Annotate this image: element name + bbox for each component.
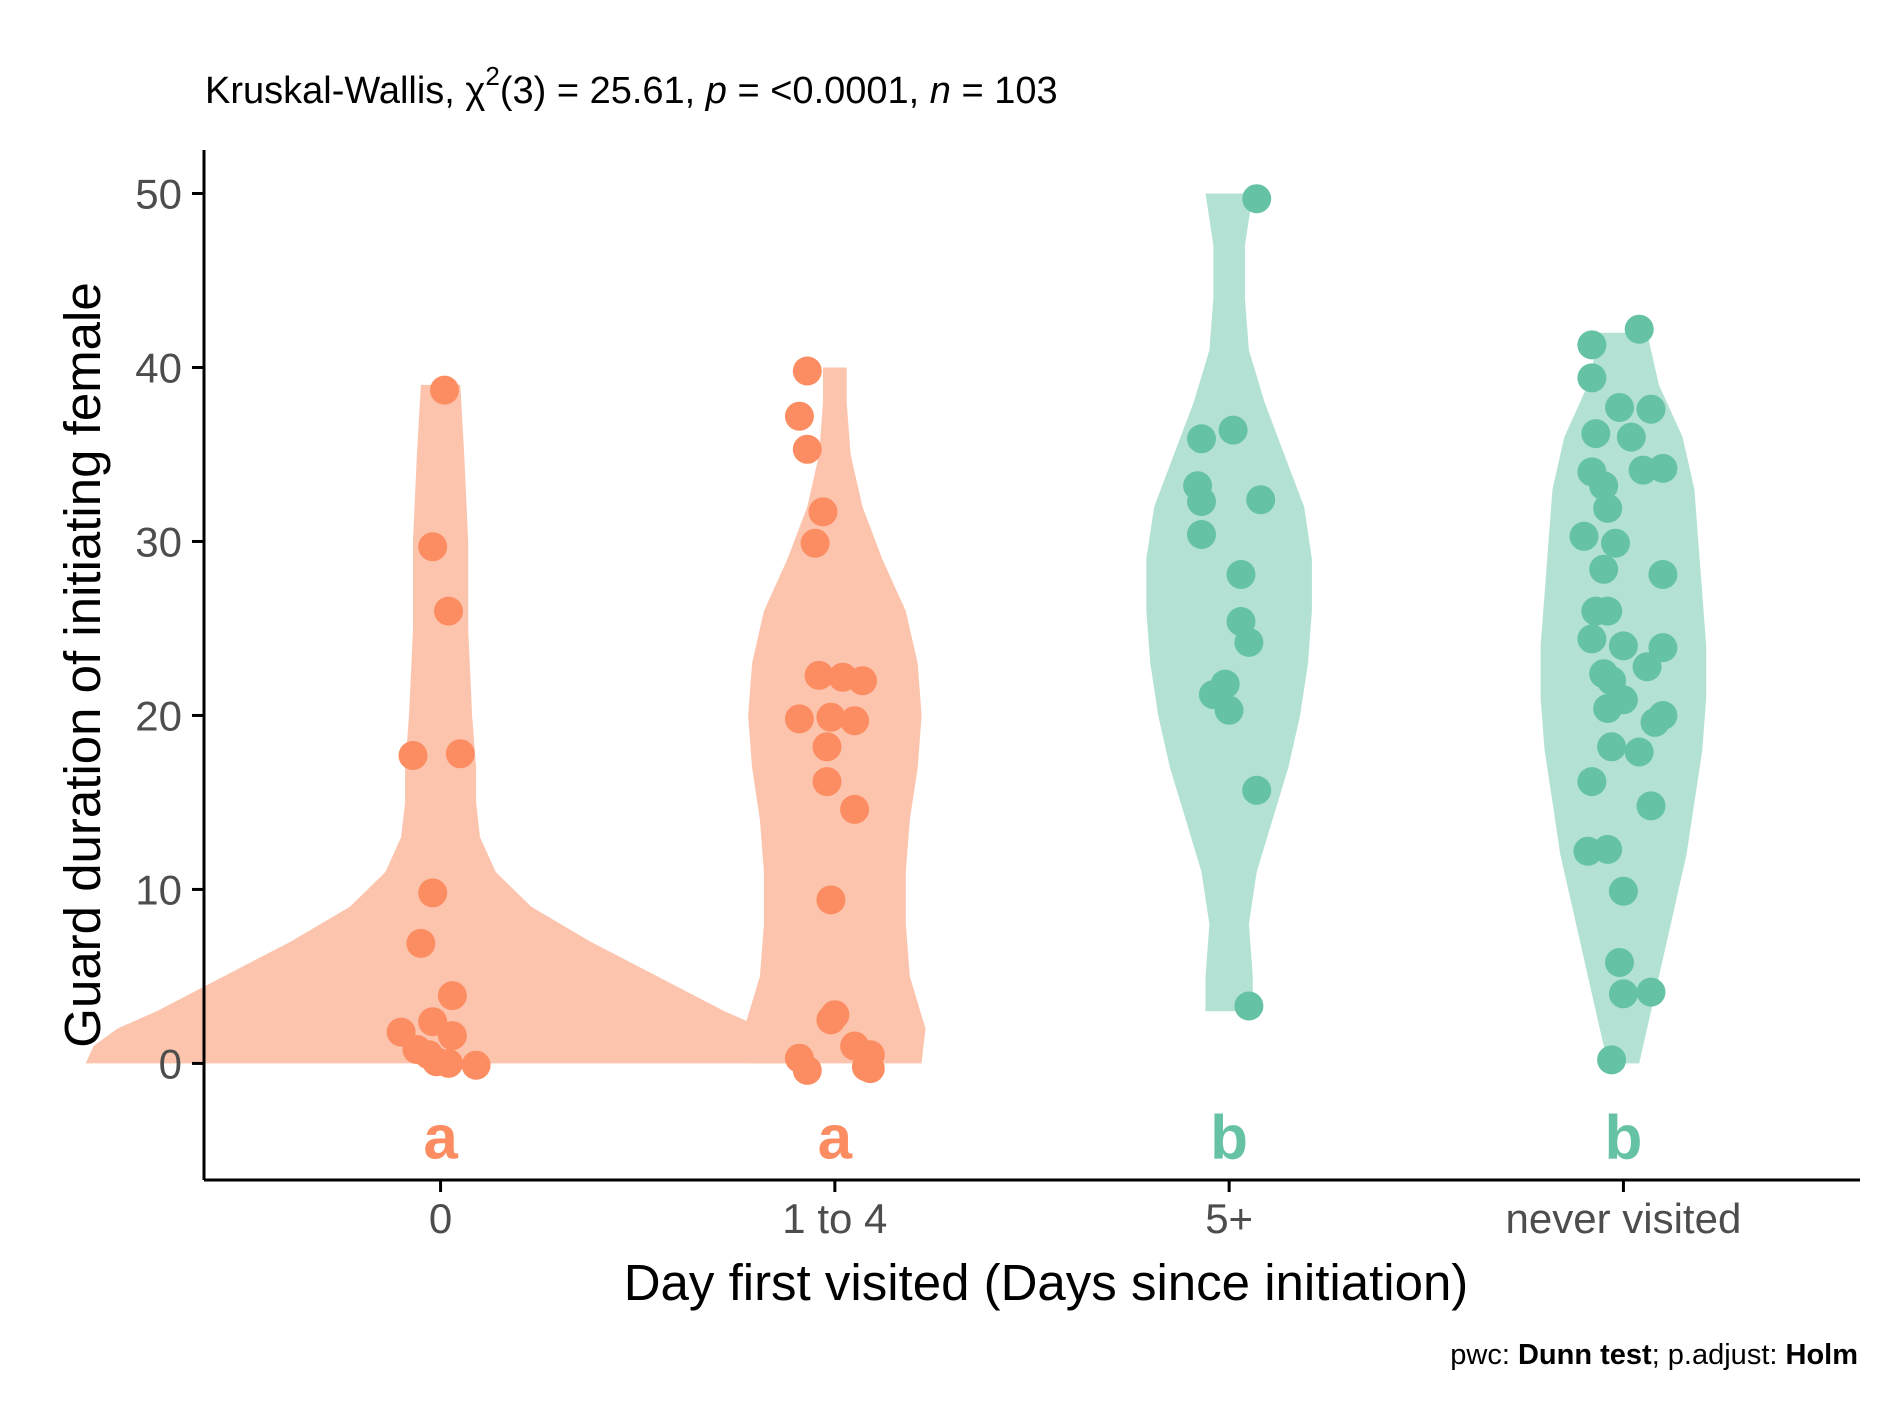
- x-tick-label: 1 to 4: [782, 1195, 887, 1242]
- data-point: [1616, 422, 1646, 452]
- data-point: [418, 532, 448, 562]
- data-point: [445, 739, 475, 769]
- y-tick-label: 30: [135, 518, 182, 565]
- data-point: [1589, 554, 1619, 584]
- data-point: [1242, 775, 1272, 805]
- data-point: [1581, 419, 1611, 449]
- data-point: [812, 732, 842, 762]
- data-point: [1632, 652, 1662, 682]
- data-point: [1234, 627, 1264, 657]
- group-letter: b: [1604, 1103, 1642, 1172]
- data-point: [434, 1048, 463, 1078]
- data-point: [1640, 707, 1670, 737]
- data-point: [855, 1054, 885, 1084]
- data-point: [804, 660, 834, 690]
- data-point: [840, 794, 870, 824]
- x-ticks: 0 1 to 4 5+ never visited: [429, 1180, 1741, 1242]
- data-point: [1246, 485, 1276, 515]
- y-tick-label: 0: [159, 1040, 182, 1087]
- y-axis-label: Guard duration of initiating female: [54, 282, 111, 1047]
- data-point: [1601, 528, 1630, 558]
- data-point: [1593, 596, 1623, 626]
- data-point: [800, 528, 830, 558]
- data-point: [784, 704, 814, 734]
- data-point: [1608, 685, 1638, 715]
- data-point: [1242, 184, 1272, 214]
- x-tick-label: 5+: [1205, 1195, 1253, 1242]
- data-point: [437, 981, 467, 1011]
- chart-subtitle: Kruskal-Wallis, χ2(3) = 25.61, p = <0.00…: [205, 61, 1058, 112]
- data-point: [406, 928, 436, 958]
- data-point: [1636, 394, 1666, 424]
- data-point: [1605, 393, 1634, 422]
- data-point: [1608, 876, 1638, 906]
- data-point: [1593, 834, 1623, 864]
- data-point: [1608, 631, 1638, 661]
- data-point: [1187, 520, 1216, 549]
- data-point: [1593, 493, 1623, 523]
- data-point: [1577, 363, 1607, 393]
- violin-layer: [85, 193, 1707, 1064]
- data-point: [1589, 471, 1619, 501]
- data-point: [792, 356, 822, 386]
- data-point: [1636, 977, 1666, 1007]
- data-point: [398, 741, 428, 770]
- data-point: [816, 702, 846, 732]
- data-point: [418, 878, 448, 908]
- data-point: [784, 401, 814, 431]
- data-point: [1648, 633, 1678, 663]
- data-point: [1569, 521, 1599, 551]
- y-tick-label: 10: [135, 866, 182, 913]
- x-axis-label: Day first visited (Days since initiation…: [624, 1254, 1469, 1311]
- data-point: [792, 434, 822, 464]
- data-point: [816, 885, 846, 915]
- data-point: [434, 596, 463, 626]
- point-layer: [386, 184, 1678, 1085]
- x-tick-label: 0: [429, 1195, 452, 1242]
- data-point: [812, 767, 842, 797]
- data-point: [1214, 695, 1244, 725]
- data-point: [1226, 560, 1256, 589]
- violin-0: [85, 384, 796, 1064]
- group-letter: a: [818, 1103, 853, 1172]
- data-point: [1648, 453, 1678, 483]
- data-point: [1636, 791, 1666, 821]
- y-tick-label: 40: [135, 344, 182, 391]
- data-point: [1605, 948, 1634, 977]
- group-letter: a: [423, 1103, 458, 1172]
- data-point: [1648, 560, 1678, 589]
- data-point: [848, 666, 877, 696]
- y-tick-label: 20: [135, 692, 182, 739]
- data-point: [437, 1021, 467, 1051]
- data-point: [1187, 487, 1216, 516]
- data-point: [1234, 991, 1264, 1021]
- data-point: [1608, 979, 1638, 1009]
- data-point: [1597, 732, 1627, 762]
- y-ticks: 0 10 20 30 40 50: [135, 170, 204, 1087]
- chart-caption: pwc: Dunn test; p.adjust: Holm: [1450, 1339, 1858, 1371]
- data-point: [1624, 737, 1654, 767]
- data-point: [792, 1055, 822, 1085]
- data-point: [1624, 314, 1654, 344]
- violin-2: [1146, 193, 1312, 1012]
- data-point: [840, 706, 870, 736]
- data-point: [1577, 767, 1607, 797]
- data-point: [1577, 330, 1607, 360]
- data-point: [1577, 624, 1607, 654]
- data-point: [461, 1050, 491, 1080]
- group-letter: b: [1210, 1103, 1248, 1172]
- y-tick-label: 50: [135, 170, 182, 217]
- x-tick-label: never visited: [1506, 1195, 1742, 1242]
- data-point: [1218, 415, 1248, 445]
- data-point: [816, 1005, 846, 1035]
- data-point: [430, 375, 459, 405]
- data-point: [808, 497, 838, 527]
- data-point: [1597, 1045, 1627, 1075]
- data-point: [1187, 424, 1216, 454]
